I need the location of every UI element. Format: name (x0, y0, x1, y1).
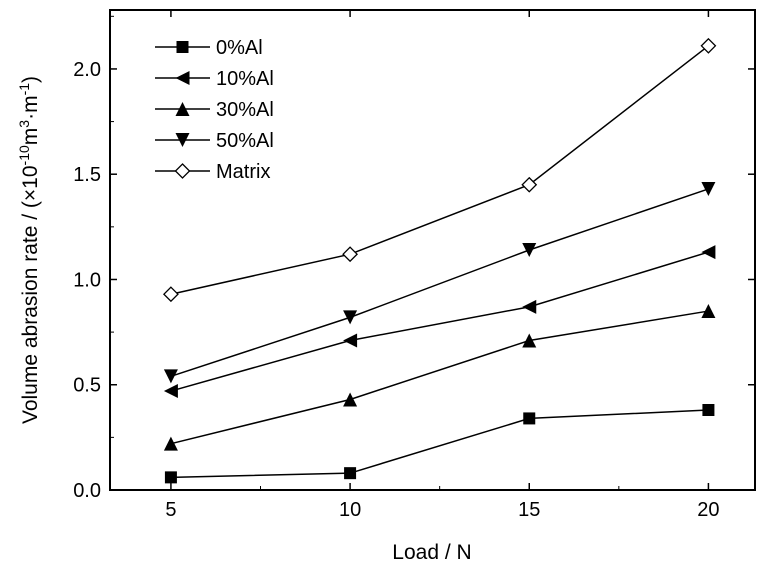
data-point (163, 436, 178, 451)
x-tick-label: 10 (339, 499, 361, 521)
legend-item: 0%Al (155, 37, 263, 59)
data-point (700, 37, 717, 54)
data-point (702, 404, 715, 416)
y-tick-label: 1.5 (73, 164, 101, 186)
data-point (164, 471, 177, 484)
series-layer (162, 37, 717, 484)
legend-item: 50%Al (155, 130, 274, 152)
data-point (342, 246, 359, 263)
data-point (521, 176, 538, 193)
legend-marker (175, 133, 190, 147)
y-axis-label-exp3: -1 (16, 83, 32, 96)
series-0al (164, 404, 715, 484)
data-point (162, 286, 179, 303)
y-tick-label: 1.0 (73, 269, 101, 291)
y-axis-label-main: Volume abrasion rate / (×10 (19, 165, 42, 424)
legend-label: 50%Al (216, 130, 274, 152)
y-axis-label-mid2: ·m (19, 95, 42, 120)
legend-marker (174, 163, 191, 179)
data-point (343, 310, 358, 325)
y-axis-ticks: 0.0 0.5 1.0 1.5 2.0 (73, 15, 755, 502)
data-point (701, 181, 716, 196)
legend-label: Matrix (216, 161, 270, 183)
legend-marker (175, 102, 190, 116)
series-matrix (162, 37, 717, 303)
series-10al (163, 245, 716, 399)
data-point (522, 333, 537, 348)
data-point (344, 467, 357, 480)
series-line (170, 310, 709, 445)
y-axis-label-exp2: 3 (16, 120, 32, 128)
legend-item: Matrix (155, 161, 270, 183)
data-point (163, 369, 178, 384)
series-30al (163, 304, 716, 451)
y-axis-label-mid: m (19, 128, 42, 146)
y-tick-label: 0.0 (73, 480, 101, 502)
series-line (170, 188, 709, 378)
data-point (522, 243, 537, 257)
legend-marker (176, 41, 189, 53)
data-point (343, 333, 358, 348)
y-tick-label: 0.5 (73, 375, 101, 397)
x-tick-label: 15 (518, 499, 540, 521)
series-50al (163, 181, 716, 384)
x-tick-label: 5 (165, 499, 176, 521)
y-tick-label: 2.0 (73, 59, 101, 81)
data-point (701, 304, 716, 319)
legend-label: 30%Al (216, 99, 274, 121)
data-point (701, 245, 716, 260)
data-point (523, 412, 536, 425)
y-axis-label-close: ) (19, 76, 42, 83)
legend-item: 10%Al (155, 68, 274, 90)
x-axis-ticks: 5 10 15 20 (165, 10, 720, 521)
legend: 0%Al 10%Al 30%Al 50%Al Matrix (155, 37, 274, 183)
series-line (170, 409, 709, 479)
data-point (522, 299, 537, 314)
y-axis-label-exp1: -10 (16, 145, 32, 165)
legend-item: 30%Al (155, 99, 274, 121)
data-point (163, 384, 178, 399)
data-point (343, 392, 358, 407)
y-axis-label: Volume abrasion rate / (×10-10m3·m-1) (16, 76, 42, 424)
legend-marker (175, 71, 190, 85)
x-axis-label: Load / N (392, 541, 471, 564)
x-tick-label: 20 (697, 499, 719, 521)
legend-label: 0%Al (216, 37, 263, 59)
series-line (170, 251, 709, 392)
plot-frame (109, 9, 756, 491)
series-line (170, 45, 709, 295)
legend-label: 10%Al (216, 68, 274, 90)
